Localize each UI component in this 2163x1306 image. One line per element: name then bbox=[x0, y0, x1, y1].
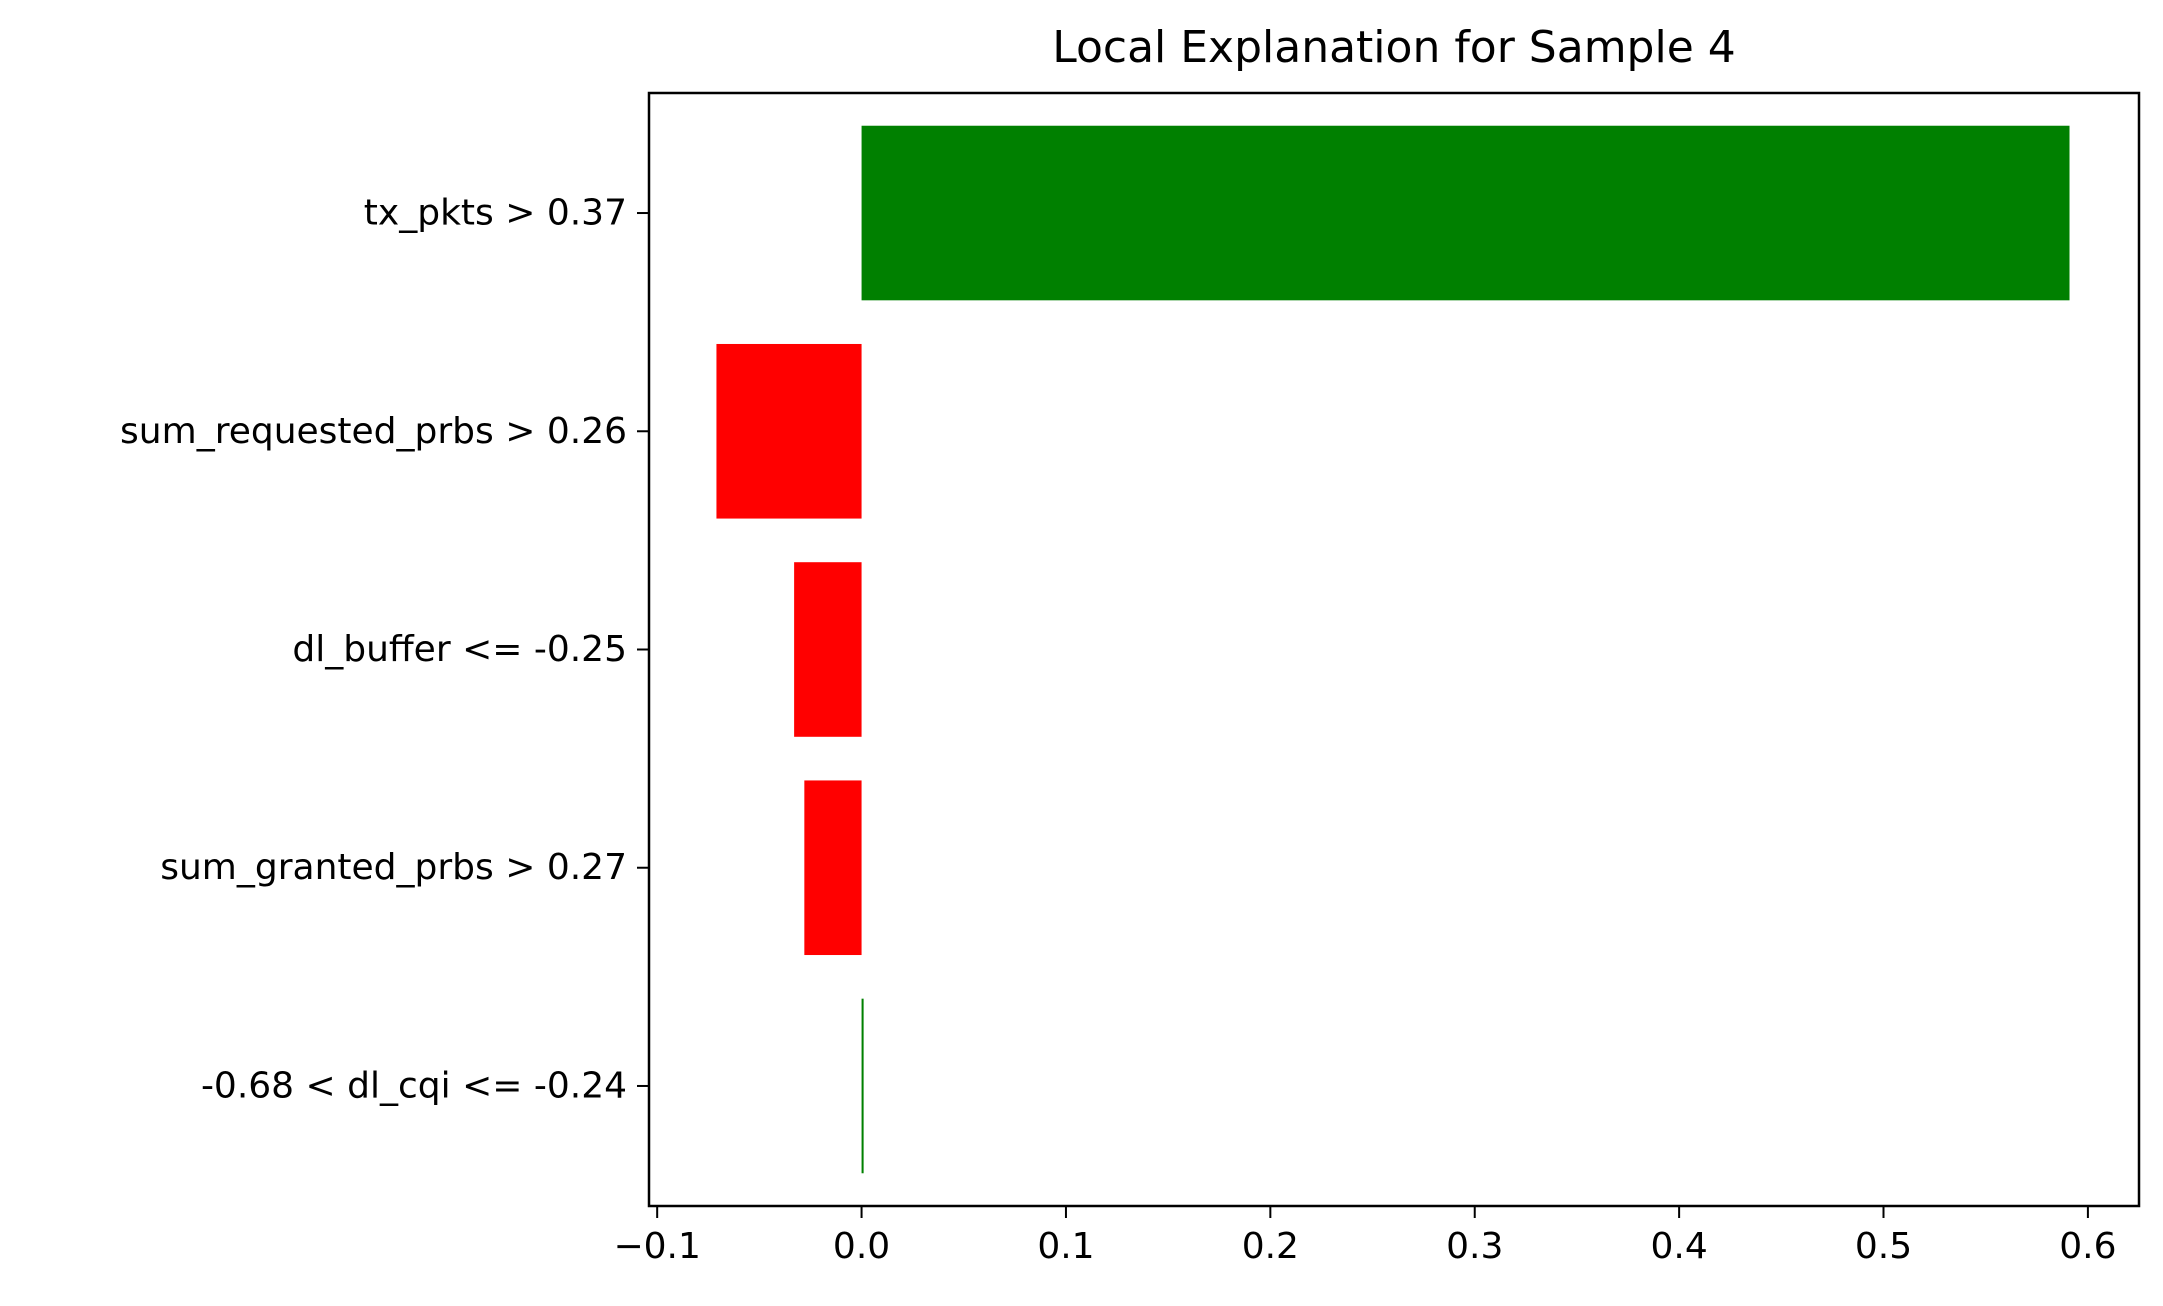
bar-2 bbox=[794, 562, 862, 737]
x-tick-label: 0.3 bbox=[1446, 1226, 1503, 1267]
x-tick-label: 0.5 bbox=[1855, 1226, 1912, 1267]
plot-frame bbox=[647, 91, 2141, 1208]
bar-1 bbox=[716, 343, 862, 519]
y-tick-label: sum_granted_prbs > 0.27 bbox=[160, 847, 627, 888]
bars-layer bbox=[716, 125, 2070, 1174]
y-tick-label: -0.68 < dl_cqi <= -0.24 bbox=[201, 1065, 627, 1106]
bar-3 bbox=[804, 780, 862, 956]
x-tick-label: −0.1 bbox=[613, 1226, 700, 1267]
x-tick-label: 0.6 bbox=[2059, 1226, 2116, 1267]
bar-4 bbox=[861, 998, 864, 1174]
y-tick-label: tx_pkts > 0.37 bbox=[364, 193, 627, 234]
chart-title: Local Explanation for Sample 4 bbox=[1052, 22, 1736, 73]
y-tick-label: dl_buffer <= -0.25 bbox=[292, 629, 627, 670]
x-tick-label: 0.1 bbox=[1037, 1226, 1094, 1267]
axes-layer: tx_pkts > 0.37 sum_requested_prbs > 0.26 d… bbox=[120, 193, 2116, 1267]
x-tick-label: 0.4 bbox=[1650, 1226, 1707, 1267]
x-tick-label: 0.2 bbox=[1242, 1226, 1299, 1267]
bar-0 bbox=[861, 125, 2070, 301]
y-tick-label: sum_requested_prbs > 0.26 bbox=[120, 411, 627, 452]
x-tick-label: 0.0 bbox=[833, 1226, 890, 1267]
